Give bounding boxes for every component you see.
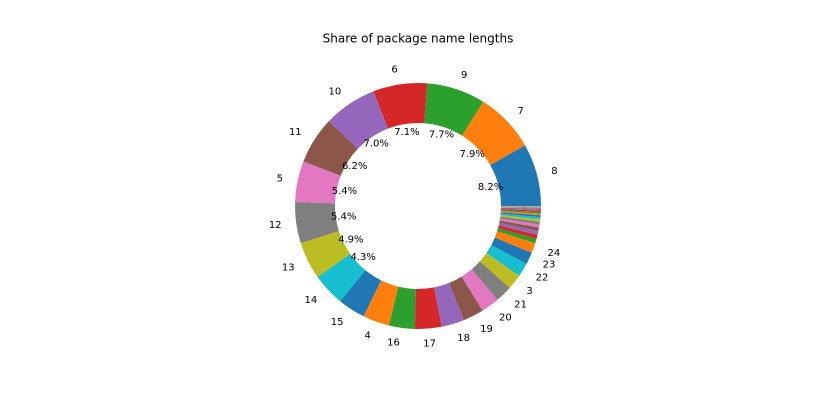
wedge — [500, 212, 541, 218]
wedge — [500, 206, 541, 208]
slice-label: 7 — [518, 106, 524, 117]
wedge — [388, 286, 416, 329]
slice-label: 6 — [391, 65, 397, 76]
wedge — [490, 145, 541, 206]
wedge — [500, 206, 541, 208]
value-label: 6.2% — [342, 161, 367, 172]
value-label: 8.2% — [478, 182, 503, 193]
wedge — [449, 276, 483, 321]
slice-label: 3 — [526, 286, 532, 297]
value-label: 5.4% — [332, 186, 357, 197]
chart-title: Share of package name lengths — [323, 32, 514, 46]
wedge — [471, 261, 510, 300]
value-label: 7.0% — [364, 139, 389, 150]
slice-label: 10 — [329, 87, 342, 98]
wedge — [300, 231, 351, 278]
wedge — [500, 207, 541, 210]
slice-label: 12 — [269, 220, 282, 231]
wedge — [500, 207, 541, 209]
wedge — [497, 228, 537, 244]
wedge — [499, 218, 540, 228]
wedge — [498, 222, 539, 235]
wedge — [461, 269, 498, 311]
slice-label: 21 — [514, 300, 527, 311]
wedge — [486, 245, 527, 276]
slice-label: 24 — [547, 248, 560, 259]
value-label: 5.4% — [331, 211, 356, 222]
slice-label: 9 — [461, 70, 467, 81]
slice-label: 5 — [277, 173, 283, 184]
wedge — [499, 220, 540, 231]
slice-label: 17 — [423, 338, 436, 349]
slice-label: 14 — [305, 295, 318, 306]
slice-label: 11 — [289, 127, 302, 138]
slice-label: 8 — [551, 166, 557, 177]
wedge — [462, 101, 526, 166]
wedge — [500, 209, 541, 213]
wedge — [295, 202, 339, 244]
wedge — [497, 225, 538, 239]
slice-label: 20 — [499, 312, 512, 323]
wedge — [414, 287, 442, 329]
wedge — [500, 215, 541, 222]
wedge — [500, 211, 541, 216]
wedge — [340, 270, 382, 317]
wedge — [500, 210, 541, 214]
slice-label: 16 — [387, 338, 400, 349]
wedge — [494, 231, 536, 253]
value-label: 7.9% — [460, 149, 485, 160]
slice-label: 19 — [480, 324, 493, 335]
wedge — [424, 83, 484, 136]
wedge — [317, 253, 366, 302]
slice-label: 15 — [331, 317, 344, 328]
value-label: 4.3% — [350, 252, 375, 263]
wedge — [303, 121, 358, 176]
slice-label: 18 — [457, 333, 470, 344]
wedge — [363, 280, 399, 326]
value-label: 7.1% — [394, 127, 419, 138]
value-label: 7.7% — [429, 130, 454, 141]
wedge — [479, 253, 520, 288]
slice-label: 4 — [365, 330, 371, 341]
wedge — [500, 213, 541, 220]
wedge — [373, 83, 428, 129]
slice-label: 13 — [282, 262, 295, 273]
wedge — [491, 237, 532, 264]
wedge — [500, 208, 541, 211]
wedge — [500, 216, 540, 225]
wedge — [434, 282, 464, 327]
slice-label: 23 — [543, 260, 556, 271]
wedge — [328, 91, 388, 149]
wedge — [295, 161, 341, 204]
slice-label: 22 — [536, 273, 549, 284]
value-label: 4.9% — [338, 234, 363, 245]
